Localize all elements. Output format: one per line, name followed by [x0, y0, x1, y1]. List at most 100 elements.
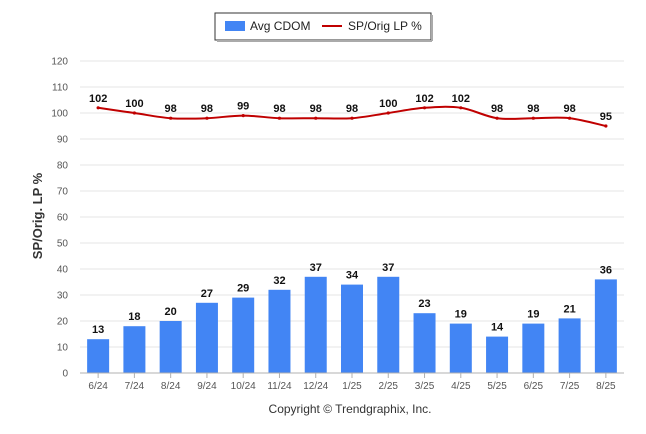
bar-value-label: 14: [491, 322, 504, 334]
line-value-label: 98: [491, 103, 503, 115]
y-tick-label: 10: [57, 343, 69, 354]
x-tick-label: 6/24: [88, 381, 108, 392]
line-series: [96, 105, 608, 128]
line-point: [277, 116, 282, 120]
bar: [377, 276, 400, 373]
x-tick-label: 1/25: [342, 381, 362, 392]
line-value-label: 102: [415, 93, 433, 105]
bar-value-label: 21: [563, 303, 575, 315]
bar-labels: 13 18 20 27 29 32 37 34 37 23 19 14 19 21 36: [92, 262, 612, 336]
line-value-label: 100: [125, 98, 143, 110]
line-value-label: 98: [527, 103, 539, 115]
line-point: [459, 106, 463, 110]
line-value-label: 102: [452, 93, 470, 105]
x-tick-label: 4/25: [451, 381, 471, 392]
bar-value-label: 19: [455, 309, 467, 321]
bar-value-label: 20: [165, 306, 177, 318]
line-value-label: 98: [310, 103, 322, 115]
x-tick-label: 12/24: [303, 381, 328, 392]
bar-value-label: 34: [346, 270, 359, 282]
line-value-label: 98: [201, 103, 213, 115]
bar-value-label: 19: [527, 309, 539, 321]
bar: [522, 323, 545, 373]
bar: [87, 339, 110, 373]
y-tick-label: 70: [57, 187, 69, 198]
bar-value-label: 29: [237, 283, 249, 295]
x-tick-label: 2/25: [379, 381, 399, 392]
y-axis-ticks: 0 10 20 30 40 50 60 70 80 90 100 110 120: [51, 57, 68, 380]
line-point: [422, 106, 427, 110]
bar: [486, 336, 509, 373]
bar-value-label: 32: [273, 275, 285, 287]
line-point: [241, 114, 245, 118]
legend-label-sp-orig-lp: SP/Orig LP %: [348, 19, 422, 33]
bar-value-label: 37: [310, 262, 322, 274]
y-axis-title: SP/Orig. LP %: [30, 172, 45, 259]
line-value-label: 95: [600, 111, 612, 123]
x-tick-label: 3/25: [415, 381, 435, 392]
bar: [558, 318, 581, 373]
x-tick-label: 8/24: [161, 381, 181, 392]
y-tick-label: 0: [62, 369, 68, 380]
y-tick-label: 40: [57, 265, 69, 276]
x-tick-label: 7/25: [560, 381, 580, 392]
bar: [195, 302, 218, 373]
y-tick-label: 110: [52, 83, 68, 94]
bar: [449, 323, 472, 373]
line-value-label: 99: [237, 101, 249, 113]
y-tick-label: 80: [57, 161, 69, 172]
y-tick-label: 20: [57, 317, 69, 328]
legend-label-avg-cdom: Avg CDOM: [250, 19, 310, 33]
x-tick-label: 10/24: [231, 381, 256, 392]
legend[interactable]: Avg CDOM SP/Orig LP %: [214, 12, 433, 42]
line-value-label: 102: [89, 93, 107, 105]
x-tick-label: 6/25: [524, 381, 544, 392]
x-tick-label: 7/24: [125, 381, 145, 392]
bar: [159, 321, 182, 373]
line-point: [568, 116, 572, 120]
x-tick-label: 9/24: [197, 381, 217, 392]
x-axis-ticks: 6/24 7/24 8/24 9/24 10/24 11/24 12/24 1/25 2/25 3…: [88, 373, 616, 392]
bar-series: [87, 276, 617, 373]
bar-value-label: 13: [92, 324, 104, 336]
bar-value-label: 36: [600, 264, 612, 276]
line-point: [386, 111, 390, 115]
line-value-label: 100: [379, 98, 397, 110]
bar: [232, 297, 255, 373]
x-tick-label: 8/25: [596, 381, 616, 392]
bar: [123, 326, 146, 373]
y-tick-label: 90: [57, 135, 69, 146]
x-tick-label: 11/24: [267, 381, 292, 392]
line-point: [604, 124, 608, 128]
bar: [341, 284, 363, 373]
line-point: [314, 116, 318, 120]
bar: [413, 313, 436, 373]
line-labels: 102 100 98 98 99 98 98 98 100 102 102 98 98 98 95: [89, 93, 612, 123]
y-tick-label: 60: [57, 213, 69, 224]
y-tick-label: 100: [51, 109, 68, 120]
y-tick-label: 120: [51, 57, 68, 68]
line-point: [531, 116, 535, 120]
bar-value-label: 18: [128, 311, 140, 323]
line-point: [132, 111, 136, 115]
line-point: [350, 116, 354, 120]
line-value-label: 98: [165, 103, 177, 115]
bar: [594, 279, 617, 373]
bar-value-label: 27: [201, 288, 213, 300]
copyright: Copyright © Trendgraphix, Inc.: [269, 402, 432, 416]
y-tick-label: 50: [57, 239, 69, 250]
y-tick-label: 30: [57, 291, 69, 302]
bar: [268, 289, 291, 373]
legend-swatch-avg-cdom: [225, 21, 245, 31]
line-value-label: 98: [563, 103, 575, 115]
line-value-label: 98: [273, 103, 285, 115]
line-point: [495, 116, 499, 120]
line-value-label: 98: [346, 103, 358, 115]
line-point: [96, 106, 100, 110]
bar-value-label: 23: [418, 298, 430, 310]
bar: [304, 276, 327, 373]
line-point: [205, 116, 209, 120]
bar-value-label: 37: [382, 262, 394, 274]
line-point: [169, 116, 173, 120]
